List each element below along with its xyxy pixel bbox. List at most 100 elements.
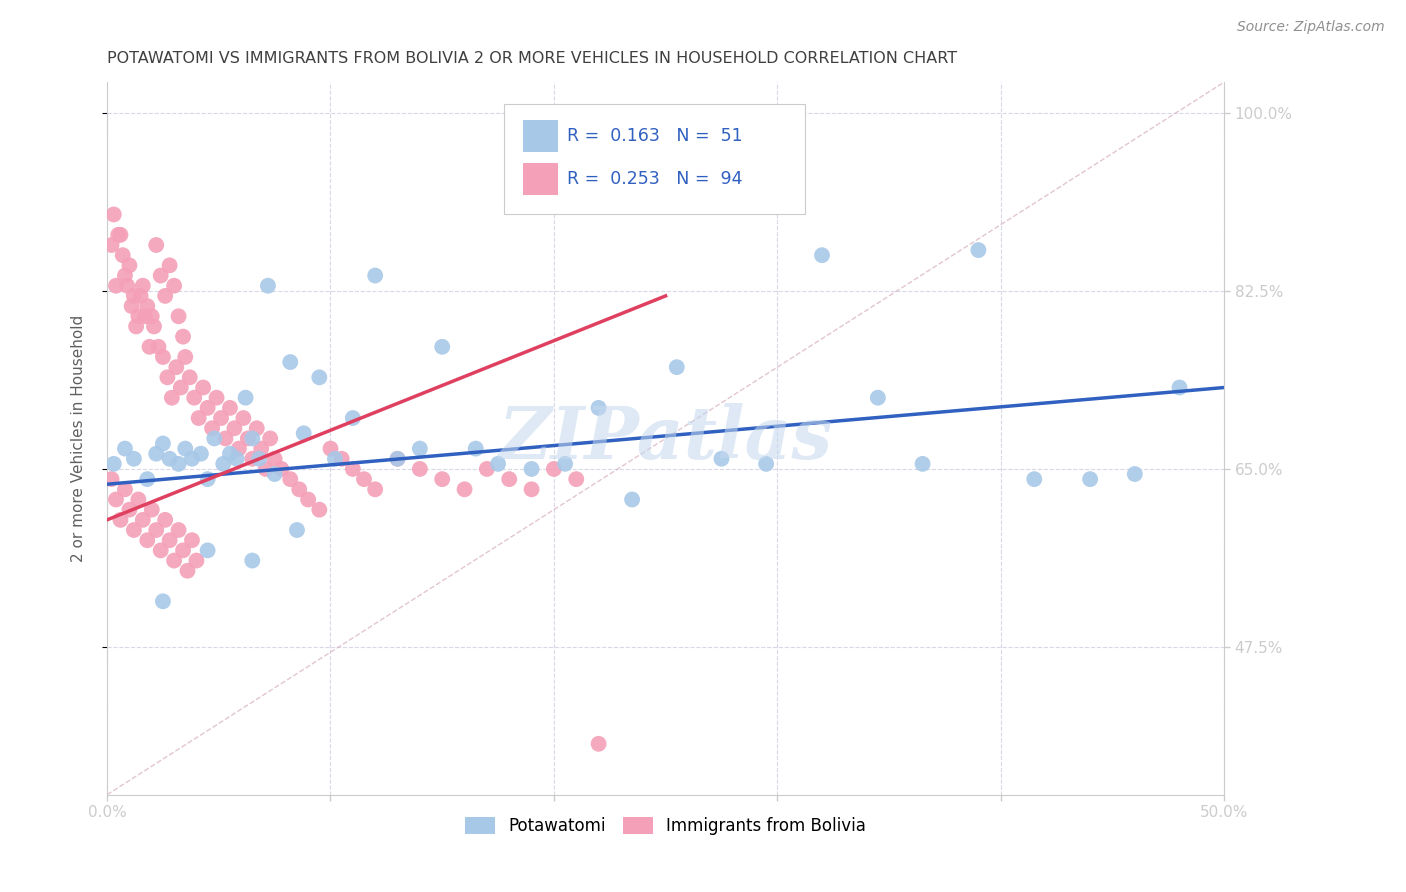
Point <box>138 340 160 354</box>
Point <box>114 442 136 456</box>
Point <box>105 278 128 293</box>
Point <box>1078 472 1101 486</box>
Point <box>364 268 387 283</box>
Point <box>278 472 301 486</box>
Point <box>165 360 187 375</box>
Point <box>149 543 172 558</box>
Point <box>755 457 778 471</box>
Point <box>129 289 152 303</box>
Point <box>409 462 432 476</box>
Point <box>141 502 163 516</box>
Text: POTAWATOMI VS IMMIGRANTS FROM BOLIVIA 2 OR MORE VEHICLES IN HOUSEHOLD CORRELATIO: POTAWATOMI VS IMMIGRANTS FROM BOLIVIA 2 … <box>107 51 957 66</box>
Point <box>141 310 163 324</box>
Point <box>232 411 254 425</box>
Point <box>387 451 409 466</box>
Point <box>323 451 346 466</box>
Point <box>288 483 311 497</box>
Point <box>254 462 277 476</box>
Point <box>127 310 149 324</box>
Point <box>259 431 281 445</box>
Point <box>187 411 209 425</box>
Point <box>565 472 588 486</box>
Point <box>308 370 330 384</box>
FancyBboxPatch shape <box>503 103 806 214</box>
Point <box>665 360 688 375</box>
Point <box>319 442 342 456</box>
Point <box>710 451 733 466</box>
Point <box>134 310 156 324</box>
Point <box>136 299 159 313</box>
Point <box>179 370 201 384</box>
Point <box>152 350 174 364</box>
Point <box>118 258 141 272</box>
Point <box>136 472 159 486</box>
Point <box>342 462 364 476</box>
Point <box>121 299 143 313</box>
Point <box>432 340 454 354</box>
Point <box>297 492 319 507</box>
Point <box>240 553 263 567</box>
Point <box>132 278 155 293</box>
Point <box>160 391 183 405</box>
Point <box>132 513 155 527</box>
Text: Source: ZipAtlas.com: Source: ZipAtlas.com <box>1237 20 1385 34</box>
Point <box>103 207 125 221</box>
Point <box>308 502 330 516</box>
Point <box>212 457 235 471</box>
Point <box>520 483 543 497</box>
Point <box>486 457 509 471</box>
Point <box>111 248 134 262</box>
Point <box>543 462 565 476</box>
Point <box>107 227 129 242</box>
Point <box>342 411 364 425</box>
Point <box>967 243 990 257</box>
Point <box>201 421 224 435</box>
Point <box>1168 380 1191 394</box>
Point <box>257 278 280 293</box>
Point <box>127 492 149 507</box>
Point <box>122 523 145 537</box>
Point <box>136 533 159 548</box>
Point <box>115 278 138 293</box>
Point <box>110 513 132 527</box>
Point <box>172 543 194 558</box>
Point <box>588 737 610 751</box>
Point <box>197 401 219 415</box>
Point <box>911 457 934 471</box>
Point <box>159 533 181 548</box>
Point <box>167 523 190 537</box>
Point <box>588 401 610 415</box>
Text: ZIPatlas: ZIPatlas <box>499 403 832 474</box>
Point <box>285 523 308 537</box>
Point <box>292 426 315 441</box>
Point <box>190 447 212 461</box>
Point <box>520 462 543 476</box>
Point <box>464 442 486 456</box>
Point <box>1123 467 1146 481</box>
Point <box>475 462 498 476</box>
Point <box>498 472 520 486</box>
Point <box>453 483 475 497</box>
Point <box>214 431 236 445</box>
Point <box>149 268 172 283</box>
Point <box>353 472 375 486</box>
Point <box>621 492 644 507</box>
Point <box>152 594 174 608</box>
Point <box>163 278 186 293</box>
Point <box>110 227 132 242</box>
Point <box>240 431 263 445</box>
Point <box>174 442 197 456</box>
Point <box>170 380 193 394</box>
Point <box>278 355 301 369</box>
Point <box>163 553 186 567</box>
Point <box>554 457 576 471</box>
Point <box>191 380 214 394</box>
Point <box>152 436 174 450</box>
FancyBboxPatch shape <box>523 120 558 152</box>
Point <box>409 442 432 456</box>
Point <box>240 451 263 466</box>
Point <box>143 319 166 334</box>
Point <box>432 472 454 486</box>
Y-axis label: 2 or more Vehicles in Household: 2 or more Vehicles in Household <box>72 315 86 562</box>
Point <box>1024 472 1046 486</box>
